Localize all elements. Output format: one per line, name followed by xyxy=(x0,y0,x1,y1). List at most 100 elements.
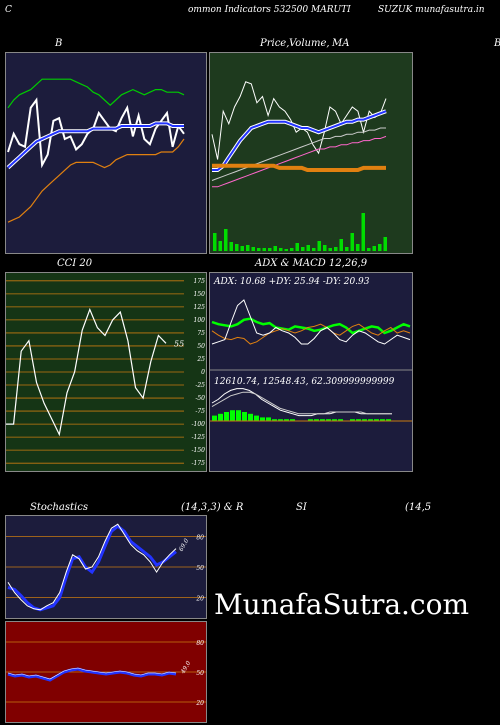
adx-macd-chart xyxy=(210,299,412,422)
volume-bar xyxy=(290,248,294,251)
right-edge-title: B xyxy=(494,38,500,49)
adx-macd-panel: ADX: 10.68 +DY: 25.94 -DY: 20.93 12610.7… xyxy=(209,272,413,472)
header-right: SUZUK munafasutra.in xyxy=(378,5,485,15)
macd-series-1 xyxy=(211,391,392,415)
volume-bar xyxy=(224,229,228,251)
volume-bar xyxy=(213,233,217,251)
macd-hist-bar xyxy=(218,413,223,422)
macd-hist-bar xyxy=(326,419,331,422)
adx-values: ADX: 10.68 +DY: 25.94 -DY: 20.93 xyxy=(214,277,370,287)
stoch-title: Stochastics xyxy=(30,502,88,513)
price-panel xyxy=(209,52,413,254)
volume-bar xyxy=(229,242,233,251)
macd-hist-bar xyxy=(362,419,367,422)
macd-hist-bar xyxy=(254,415,259,422)
header-center: ommon Indicators 532500 MARUTI xyxy=(188,5,351,15)
rsi-line xyxy=(7,667,177,682)
volume-bar xyxy=(301,247,305,251)
cci-tick-label: 175 xyxy=(194,278,206,285)
rsi-last-value: 49.0 xyxy=(179,660,192,676)
volume-bar xyxy=(312,248,316,251)
volume-bar xyxy=(372,246,376,251)
macd-hist-bar xyxy=(236,410,241,422)
macd-hist-bar xyxy=(308,419,313,422)
cci-tick-label: 50 xyxy=(197,343,205,350)
stochastics-chart: 80 50 20 69.0 xyxy=(6,523,206,612)
macd-hist-bar xyxy=(368,419,373,422)
rsi-tick-label: 80 xyxy=(196,640,204,647)
adx-series-1 xyxy=(211,323,411,345)
cci-tick-label: -75 xyxy=(195,408,205,415)
cci-tick-label: 25 xyxy=(196,356,205,363)
rsi-params: (14,5 xyxy=(405,502,432,513)
price-series-1 xyxy=(212,110,387,171)
bb-series-2 xyxy=(7,78,185,109)
macd-hist-bar xyxy=(272,419,277,422)
volume-bar xyxy=(268,248,272,251)
bb-series-0 xyxy=(7,97,185,169)
volume-bar xyxy=(218,241,222,251)
macd-hist-bar xyxy=(338,419,343,422)
rsi-title: SI xyxy=(296,502,307,513)
stoch-last-value: 69.0 xyxy=(178,537,191,552)
cci-tick-label: -25 xyxy=(195,382,205,389)
bb-title: B xyxy=(55,38,63,49)
volume-bar xyxy=(235,244,239,251)
cci-chart: 175 150 125 100 75 50 25 0 -25 -50 -75 -100 -125 -150… xyxy=(6,278,206,467)
cci-panel: 175 150 125 100 75 50 25 0 -25 -50 -75 -100 -125 -150… xyxy=(5,272,207,472)
macd-hist-bar xyxy=(212,415,217,422)
macd-hist-bar xyxy=(260,417,265,422)
volume-bar xyxy=(317,241,321,251)
cci-last-value: 55 xyxy=(174,339,184,348)
macd-hist-bar xyxy=(230,410,235,422)
price-volume-title: Volume, xyxy=(289,38,330,49)
cci-tick-label: -125 xyxy=(192,434,206,441)
volume-bar xyxy=(284,249,288,251)
macd-hist-bar xyxy=(266,417,271,422)
macd-hist-bar xyxy=(356,419,361,422)
macd-hist-bar xyxy=(350,419,355,422)
volume-bar xyxy=(262,248,266,251)
cci-tick-label: 125 xyxy=(194,304,206,311)
price-series-2 xyxy=(211,127,386,181)
volume-bar xyxy=(273,246,277,251)
stoch-k-line xyxy=(7,524,177,612)
volume-bar xyxy=(367,248,371,251)
volume-bar xyxy=(378,244,382,251)
macd-hist-bar xyxy=(278,419,283,422)
bb-band-outline xyxy=(6,121,184,170)
cci-tick-label: -100 xyxy=(192,421,206,428)
volume-bar xyxy=(323,245,327,251)
stoch-tick-label: 20 xyxy=(195,596,204,603)
volume-bar xyxy=(279,248,283,251)
volume-bar xyxy=(339,239,343,251)
macd-hist-bar xyxy=(332,419,337,422)
macd-hist-bar xyxy=(242,412,247,422)
stoch-tick-label: 50 xyxy=(196,565,204,572)
rsi-tick-label: 50 xyxy=(196,670,204,677)
rsi-line-highlight xyxy=(7,667,177,680)
volume-bar xyxy=(383,237,387,251)
header-left: C xyxy=(5,5,12,15)
stoch-d-line xyxy=(7,523,177,611)
macd-hist-bar xyxy=(380,419,385,422)
volume-bar xyxy=(246,245,250,251)
cci-tick-label: -50 xyxy=(195,395,205,402)
volume-bar xyxy=(328,248,332,251)
stochastics-panel: 80 50 20 69.0 xyxy=(5,515,207,619)
macd-values: 12610.74, 12548.43, 62.309999999999 xyxy=(214,377,395,387)
bb-series-1 xyxy=(7,122,184,169)
rsi-panel: 80 50 20 49.0 xyxy=(5,621,207,723)
price-series-4 xyxy=(212,163,386,172)
volume-bar xyxy=(295,243,299,251)
cci-tick-label: -150 xyxy=(192,447,206,454)
bollinger-chart xyxy=(6,78,185,223)
cci-tick-label: -175 xyxy=(192,460,206,467)
adx-title: ADX & MACD 12,26,9 xyxy=(255,258,368,269)
macd-hist-bar xyxy=(224,412,229,422)
volume-bar xyxy=(306,245,310,251)
bollinger-panel xyxy=(5,52,207,254)
price-series-3 xyxy=(212,135,387,188)
cci-line xyxy=(6,307,167,437)
macd-hist-bar xyxy=(320,419,325,422)
